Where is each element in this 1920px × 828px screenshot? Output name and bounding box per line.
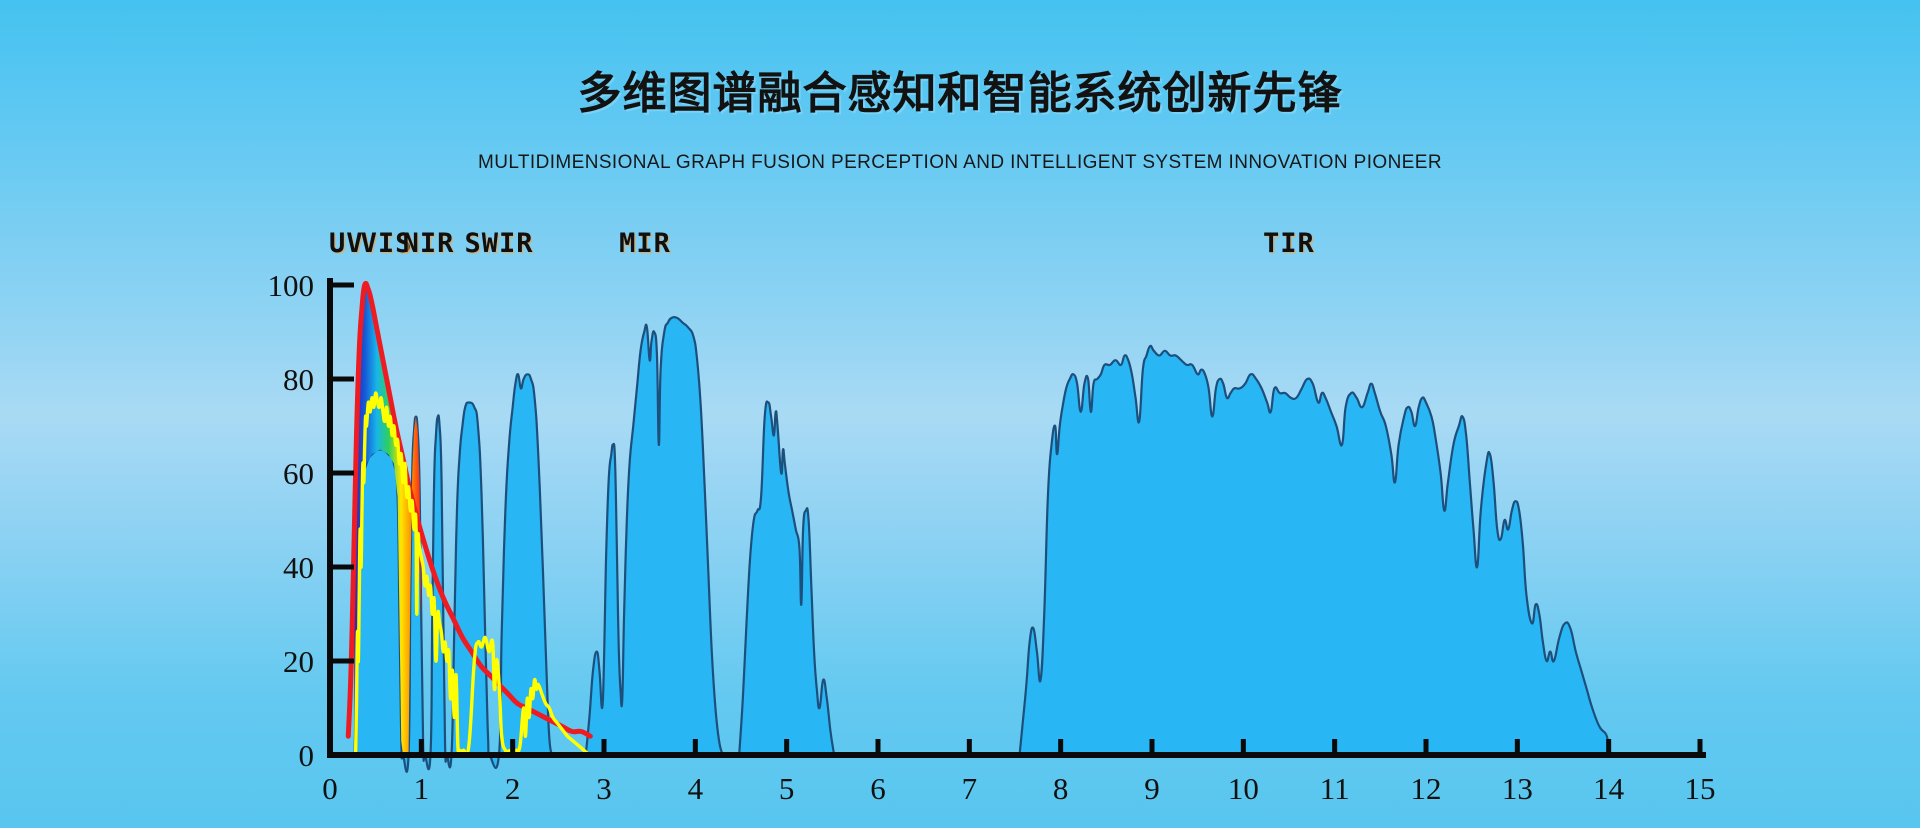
band-label-vis: VIS: [360, 228, 413, 259]
transmission-window-area: [1019, 345, 1609, 755]
y-axis-tick-label: 80: [283, 362, 314, 397]
page-subtitle: MULTIDIMENSIONAL GRAPH FUSION PERCEPTION…: [478, 152, 1442, 173]
band-label-nir: NIR: [402, 228, 455, 259]
y-axis-tick-label: 20: [283, 644, 314, 679]
x-axis-tick-label: 7: [962, 771, 978, 806]
transmission-window-outline: [584, 316, 724, 756]
x-axis-tick-label: 2: [505, 771, 521, 806]
x-axis-tick-label: 6: [870, 771, 886, 806]
transmission-window-area: [739, 401, 835, 755]
x-axis-tick-label: 12: [1411, 771, 1442, 806]
band-label-uv: UV: [328, 228, 364, 259]
transmission-window-area: [354, 374, 552, 772]
x-axis-tick-label: 11: [1320, 771, 1350, 806]
band-label-tir: TIR: [1263, 228, 1315, 259]
y-axis-tick-label: 100: [268, 268, 315, 303]
x-axis-tick-label: 4: [688, 771, 704, 806]
x-axis-tick-label: 10: [1228, 771, 1259, 806]
band-label-swir: SWIR: [464, 228, 534, 259]
page-title: 多维图谱融合感知和智能系统创新先锋: [577, 69, 1343, 118]
y-axis-tick-label: 60: [283, 456, 314, 491]
surface-irradiance-curve: [353, 391, 591, 758]
transmission-windows: [353, 316, 1610, 773]
y-axis-tick-label: 0: [299, 738, 315, 773]
x-axis-tick-label: 14: [1593, 771, 1625, 806]
transmission-window-outline: [353, 373, 554, 773]
x-axis-tick-label: 0: [322, 771, 338, 806]
x-axis-tick-label: 8: [1053, 771, 1069, 806]
x-axis-tick-label: 1: [414, 771, 430, 806]
x-axis-tick-label: 9: [1144, 771, 1160, 806]
irradiance-curves: [345, 280, 593, 758]
blackbody-curve: [345, 280, 593, 739]
y-axis-tick-label: 40: [283, 550, 314, 585]
x-axis-tick-label: 5: [779, 771, 795, 806]
transmission-window-outline: [1018, 344, 1610, 756]
x-axis-tick-label: 13: [1502, 771, 1533, 806]
transmission-window-outline: [738, 400, 836, 756]
transmission-window-area: [585, 317, 723, 755]
x-axis-tick-label: 3: [596, 771, 612, 806]
x-axis-tick-label: 15: [1685, 771, 1716, 806]
band-label-mir: MIR: [619, 228, 671, 259]
